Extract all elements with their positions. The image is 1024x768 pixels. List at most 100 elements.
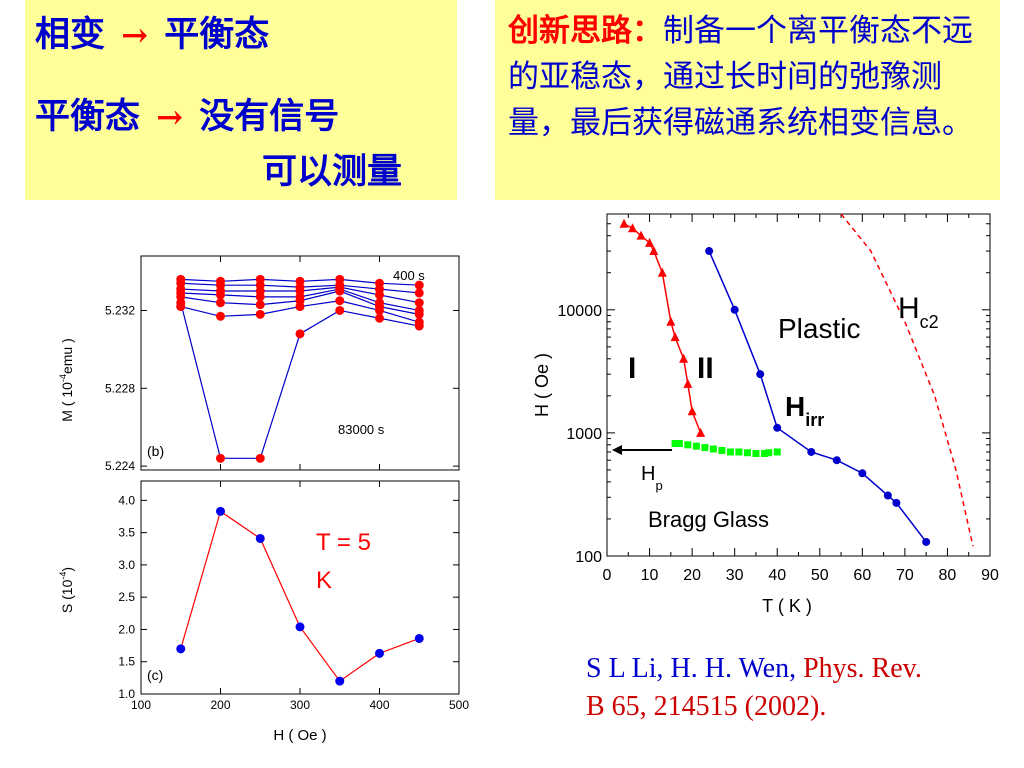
chart-b-point: [216, 290, 225, 300]
summary-phase-transition: 相变: [35, 15, 106, 55]
chart-c-ytick-label: 1.0: [118, 687, 135, 701]
chart-b-point: [176, 298, 186, 308]
chart-b-point: [255, 309, 265, 319]
phase-hirr-point: [892, 498, 901, 507]
summary-box: [25, 0, 457, 200]
chart-c-point: [176, 644, 186, 654]
phase-label-hp: Hp: [641, 463, 663, 493]
phase-i-point: [696, 427, 706, 437]
chart-b-point: [414, 298, 424, 308]
chart-c-point: [414, 633, 424, 643]
phase-hirr-point: [858, 469, 867, 478]
phase-ylabel: H ( Oe ): [532, 353, 552, 417]
chart-b-point: [295, 329, 305, 339]
chart-b-ytick-label: 5.232: [105, 303, 135, 317]
chart-b-ytick-label: 5.224: [105, 459, 135, 473]
arrow-icon: →: [156, 98, 184, 136]
chart-c-ytick-label: 2.0: [118, 622, 135, 636]
chart-c-annotation-2: K: [316, 567, 332, 594]
chart-c-ytick-label: 2.5: [118, 590, 135, 604]
phase-hirr-point: [756, 370, 765, 379]
summary-line-2: 平衡态 → 没有信号: [35, 100, 339, 135]
citation: S L Li, H. H. Wen, Phys. Rev. B 65, 21451…: [586, 650, 922, 726]
chart-c-ytick-label: 1.5: [118, 655, 135, 669]
phase-hp-point: [773, 448, 781, 456]
summary-line-3: 可以测量: [262, 152, 403, 192]
phase-hp-point: [684, 441, 692, 449]
phase-xtick-label: 40: [768, 567, 786, 584]
chart-b-point: [414, 309, 424, 319]
phase-i-point: [687, 406, 697, 416]
phase-i-point: [657, 267, 667, 277]
chart-b-annotation-top: 400 s: [393, 268, 425, 283]
phase-i-point: [628, 223, 638, 233]
chart-c-ytick-label: 4.0: [118, 493, 135, 507]
chart-c-point: [255, 533, 265, 543]
phase-i-point: [636, 230, 646, 240]
phase-label-plastic: Plastic: [778, 313, 860, 344]
citation-journal-line2: B 65, 214515 (2002).: [586, 691, 827, 722]
phase-i-point: [670, 332, 680, 342]
phase-label-ii: II: [697, 352, 714, 385]
chart-c-ylabel: S (10-4): [58, 567, 75, 613]
phase-label-hirr: Hirr: [785, 391, 824, 430]
chart-b-point: [335, 286, 345, 296]
phase-xtick-label: 10: [641, 567, 659, 584]
phase-label-bragg: Bragg Glass: [648, 507, 769, 532]
phase-ytick-label: 1000: [566, 426, 602, 443]
phase-xtick-label: 60: [853, 567, 871, 584]
chart-c-ytick-label: 3.5: [118, 526, 135, 540]
chart-b-annotation-bottom: 83000 s: [338, 422, 385, 437]
phase-i-point: [666, 316, 676, 326]
chart-b-point: [335, 296, 345, 306]
phase-xtick-label: 50: [811, 567, 829, 584]
citation-journal: Phys. Rev. B 65, 214515 (2002).: [586, 653, 922, 722]
chart-c-panel-label: (c): [147, 667, 163, 683]
chart-b-point: [295, 302, 305, 312]
chart-c-point: [375, 648, 384, 658]
phase-ytick-label: 100: [575, 549, 602, 566]
chart-c-annotation-1: T = 5: [316, 529, 371, 556]
phase-xtick-label: 90: [981, 567, 999, 584]
phase-hp-point: [701, 444, 709, 452]
phase-hp-point: [692, 442, 700, 450]
phase-hirr-point: [807, 447, 816, 456]
idea-box: [495, 0, 1000, 200]
chart-c-point: [335, 676, 345, 686]
chart-b-panel-label: (b): [147, 443, 164, 459]
phase-ytick-label: 10000: [558, 303, 603, 320]
chart-b-point: [414, 288, 424, 298]
phase-series-line: [623, 223, 702, 434]
phase-hirr-point: [832, 456, 841, 465]
phase-label-hc2: Hc2: [898, 292, 939, 332]
phase-hp-point: [675, 440, 683, 448]
phase-xtick-label: 80: [939, 567, 957, 584]
chart-c-ytick-label: 3.0: [118, 558, 135, 572]
summary-no-signal: 没有信号: [199, 97, 340, 137]
phase-i-point: [683, 378, 693, 388]
citation-authors: S L Li, H. H. Wen,: [586, 653, 804, 684]
chart-c-xtick-label: 100: [131, 698, 151, 712]
chart-c-frame: [140, 480, 460, 695]
chart-b-point: [216, 311, 225, 321]
phase-hc2-line: [840, 213, 974, 547]
phase-hirr-point: [922, 537, 931, 546]
chart-c-xtick-label: 200: [210, 698, 230, 712]
phase-xlabel: T ( K ): [762, 596, 812, 616]
chart-b-point: [216, 453, 225, 463]
chart-c-xtick-label: 300: [290, 698, 310, 712]
chart-b-point: [414, 321, 424, 331]
chart-b-point: [255, 453, 265, 463]
phase-xtick-label: 70: [896, 567, 914, 584]
phase-i-point: [679, 353, 689, 363]
idea-label: 创新思路：: [508, 13, 663, 49]
phase-label-i: I: [628, 352, 636, 385]
phase-hirr-point: [883, 491, 892, 500]
chart-b-point: [216, 298, 225, 308]
phase-xtick-label: 30: [726, 567, 744, 584]
phase-hp-point: [760, 450, 768, 458]
phase-xtick-label: 20: [683, 567, 701, 584]
phase-hp-point: [752, 450, 760, 458]
chart-c-xlabel: H ( Oe ): [273, 727, 326, 744]
